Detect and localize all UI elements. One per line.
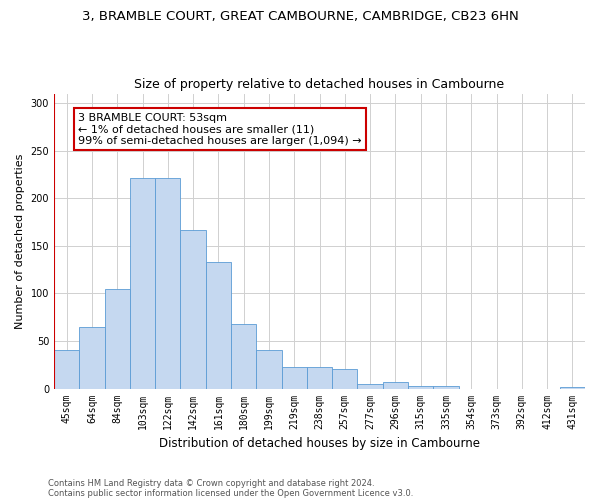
Bar xyxy=(130,178,155,388)
Bar xyxy=(206,262,231,388)
Y-axis label: Number of detached properties: Number of detached properties xyxy=(15,154,25,328)
X-axis label: Distribution of detached houses by size in Cambourne: Distribution of detached houses by size … xyxy=(159,437,480,450)
Bar xyxy=(332,368,358,388)
Text: Contains HM Land Registry data © Crown copyright and database right 2024.: Contains HM Land Registry data © Crown c… xyxy=(48,478,374,488)
Bar xyxy=(54,350,79,389)
Bar xyxy=(433,386,458,388)
Bar xyxy=(383,382,408,388)
Bar xyxy=(181,230,206,388)
Bar xyxy=(231,324,256,388)
Bar xyxy=(256,350,281,389)
Text: 3 BRAMBLE COURT: 53sqm
← 1% of detached houses are smaller (11)
99% of semi-deta: 3 BRAMBLE COURT: 53sqm ← 1% of detached … xyxy=(78,112,362,146)
Bar xyxy=(104,288,130,388)
Bar xyxy=(358,384,383,388)
Text: 3, BRAMBLE COURT, GREAT CAMBOURNE, CAMBRIDGE, CB23 6HN: 3, BRAMBLE COURT, GREAT CAMBOURNE, CAMBR… xyxy=(82,10,518,23)
Bar xyxy=(560,386,585,388)
Title: Size of property relative to detached houses in Cambourne: Size of property relative to detached ho… xyxy=(134,78,505,91)
Text: Contains public sector information licensed under the Open Government Licence v3: Contains public sector information licen… xyxy=(48,488,413,498)
Bar xyxy=(307,366,332,388)
Bar xyxy=(281,366,307,388)
Bar xyxy=(408,386,433,388)
Bar xyxy=(79,326,104,388)
Bar xyxy=(155,178,181,388)
